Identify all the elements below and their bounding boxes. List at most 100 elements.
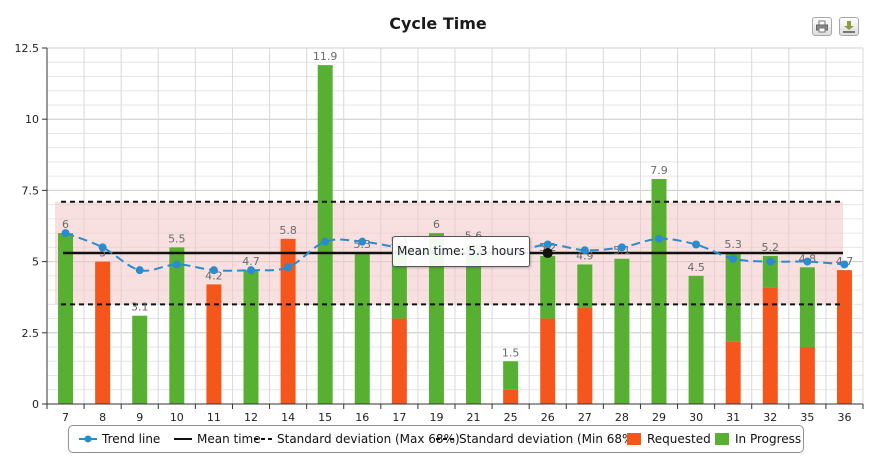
y-tick-label: 5 xyxy=(32,256,39,269)
bar-in-progress xyxy=(725,253,741,342)
bar-requested xyxy=(762,287,778,404)
bar-in-progress xyxy=(614,258,630,404)
trend-point xyxy=(840,260,849,269)
bar-in-progress xyxy=(762,255,778,288)
trend-point xyxy=(803,257,812,266)
trend-point xyxy=(98,243,107,252)
bar-requested xyxy=(391,318,407,404)
legend-label: Standard deviation (Min 68%) xyxy=(459,432,639,446)
bar-in-progress xyxy=(428,233,444,404)
bar-requested xyxy=(206,284,222,404)
trend-point xyxy=(729,254,738,263)
bar-total-label: 5.2 xyxy=(762,241,780,254)
mean-tooltip: Mean time: 5.3 hours xyxy=(392,236,530,267)
bar-requested xyxy=(725,341,741,404)
x-tick-label: 31 xyxy=(726,411,740,424)
trend-point xyxy=(580,246,589,255)
legend-label: Trend line xyxy=(102,432,161,446)
legend-stdmax-swatch xyxy=(254,438,272,440)
y-tick-label: 0 xyxy=(32,398,39,411)
bar-in-progress xyxy=(503,361,519,390)
legend: Trend line Mean time Standard deviation … xyxy=(68,425,804,453)
trend-point xyxy=(135,266,144,275)
legend-label: Standard deviation (Max 68%) xyxy=(277,432,460,446)
trend-point xyxy=(172,260,181,269)
trend-point xyxy=(617,243,626,252)
bar-total-label: 1.5 xyxy=(502,346,520,359)
bar-in-progress xyxy=(391,250,407,319)
bar-total-label: 7.9 xyxy=(650,164,668,177)
bar-total-label: 5.3 xyxy=(724,238,742,251)
x-tick-label: 26 xyxy=(541,411,555,424)
trend-point xyxy=(655,234,663,243)
x-tick-label: 10 xyxy=(170,411,184,424)
trend-point xyxy=(766,257,775,266)
legend-mean-swatch xyxy=(174,438,192,440)
chart-title: Cycle Time xyxy=(389,14,487,33)
mean-hover-marker xyxy=(542,248,553,259)
bar-total-label: 3.1 xyxy=(131,301,149,314)
x-tick-label: 28 xyxy=(615,411,629,424)
trend-point xyxy=(692,240,701,249)
x-tick-label: 7 xyxy=(62,411,69,424)
bar-requested xyxy=(280,238,296,404)
trend-point xyxy=(543,240,552,249)
x-tick-label: 12 xyxy=(244,411,258,424)
download-icon xyxy=(843,21,855,33)
y-tick-label: 7.5 xyxy=(22,184,40,197)
x-tick-label: 30 xyxy=(689,411,703,424)
trend-point xyxy=(61,229,70,238)
trend-point xyxy=(209,266,218,275)
bar-total-label: 4.2 xyxy=(205,269,223,282)
print-button[interactable] xyxy=(812,17,832,36)
bar-in-progress xyxy=(540,255,556,319)
legend-requested-swatch xyxy=(627,433,641,445)
trend-point xyxy=(358,237,367,246)
bar-in-progress xyxy=(354,253,370,404)
legend-stdmin-swatch xyxy=(436,438,454,440)
x-tick-label: 14 xyxy=(281,411,295,424)
x-tick-label: 32 xyxy=(763,411,777,424)
bar-total-label: 5 xyxy=(99,247,106,260)
legend-label: In Progress xyxy=(735,432,802,446)
legend-label: Mean time xyxy=(197,432,261,446)
bar-requested xyxy=(540,318,556,404)
bar-total-label: 6 xyxy=(433,218,440,231)
bar-in-progress xyxy=(799,267,815,348)
x-tick-label: 21 xyxy=(467,411,481,424)
bar-in-progress xyxy=(58,233,74,404)
bar-total-label: 6 xyxy=(62,218,69,231)
bar-in-progress xyxy=(688,275,704,404)
x-tick-label: 16 xyxy=(355,411,369,424)
x-tick-label: 11 xyxy=(207,411,221,424)
bar-in-progress xyxy=(466,244,482,404)
print-icon xyxy=(816,20,828,33)
x-tick-label: 17 xyxy=(392,411,406,424)
bar-total-label: 4.9 xyxy=(576,249,594,262)
y-tick-label: 12.5 xyxy=(15,42,40,55)
x-tick-label: 35 xyxy=(800,411,814,424)
x-tick-label: 15 xyxy=(318,411,332,424)
bar-total-label: 5.5 xyxy=(168,232,186,245)
bar-requested xyxy=(95,261,111,404)
y-tick-label: 10 xyxy=(25,113,39,126)
bar-requested xyxy=(836,270,852,404)
bar-in-progress xyxy=(317,65,333,404)
bar-requested xyxy=(503,389,519,404)
x-tick-label: 29 xyxy=(652,411,666,424)
x-tick-label: 36 xyxy=(837,411,851,424)
x-tick-label: 9 xyxy=(136,411,143,424)
trend-point xyxy=(321,237,330,246)
bar-total-label: 4.5 xyxy=(687,261,705,274)
legend-inprogress-swatch xyxy=(715,433,729,445)
download-button[interactable] xyxy=(839,17,859,36)
bar-total-label: 4.7 xyxy=(242,255,260,268)
bar-in-progress xyxy=(169,247,185,404)
trend-point xyxy=(284,263,293,272)
x-tick-label: 19 xyxy=(429,411,443,424)
legend-label: Requested xyxy=(647,432,711,446)
x-tick-label: 8 xyxy=(99,411,106,424)
bar-requested xyxy=(799,347,815,404)
